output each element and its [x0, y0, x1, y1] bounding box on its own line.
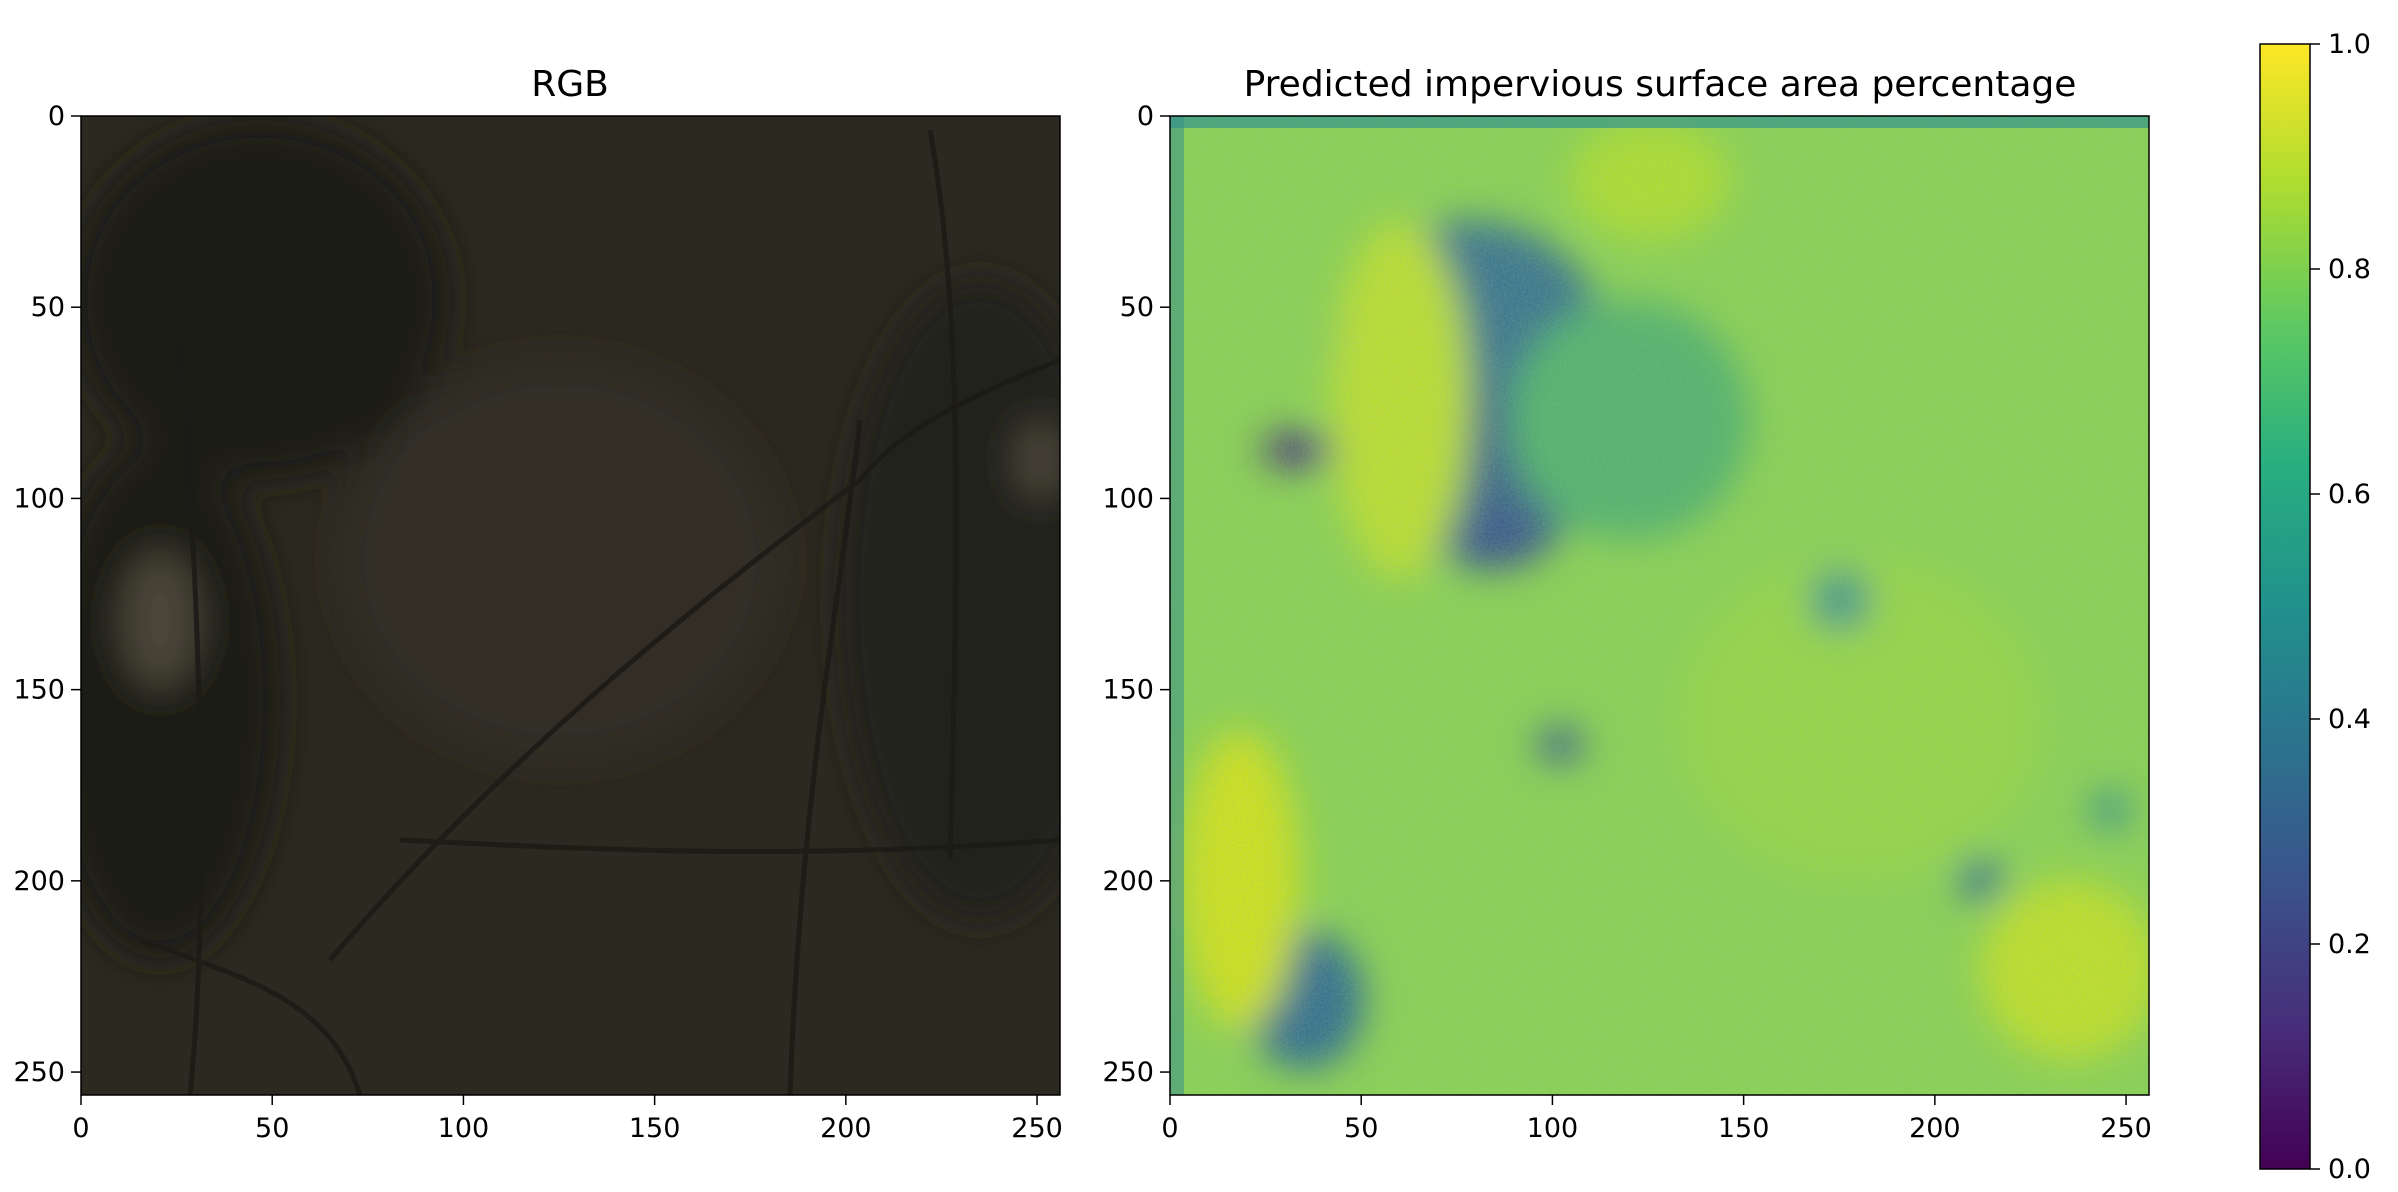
y-tick-label: 0 [48, 101, 65, 132]
y-tick-label: 100 [1102, 483, 1154, 514]
colorbar-ticks: 0.0 0.2 0.4 0.6 0.8 1.0 [2310, 29, 2371, 1185]
colorbar-gradient [2259, 43, 2311, 1170]
y-tick-label: 150 [1102, 675, 1154, 706]
y-tick-label: 50 [31, 292, 65, 323]
colorbar-tick-label: 0.0 [2328, 1154, 2371, 1185]
y-tick-label: 200 [1102, 866, 1154, 897]
y-tick-label: 150 [13, 675, 65, 706]
x-tick-label: 200 [820, 1113, 872, 1144]
x-tick-label: 50 [255, 1113, 289, 1144]
colorbar-tick-label: 0.4 [2328, 704, 2371, 735]
prediction-frame [1169, 115, 2150, 1096]
y-tick-label: 250 [13, 1057, 65, 1088]
x-tick-label: 250 [2100, 1113, 2152, 1144]
x-tick-label: 100 [1527, 1113, 1579, 1144]
y-tick-label: 50 [1120, 292, 1154, 323]
x-tick-label: 0 [72, 1113, 89, 1144]
colorbar-tick-label: 0.2 [2328, 929, 2371, 960]
x-tick-label: 250 [1011, 1113, 1063, 1144]
x-tick-label: 150 [629, 1113, 681, 1144]
y-tick-label: 0 [1137, 101, 1154, 132]
y-tick-label: 250 [1102, 1057, 1154, 1088]
y-tick-label: 100 [13, 483, 65, 514]
colorbar-tick-label: 0.6 [2328, 479, 2371, 510]
x-tick-label: 200 [1909, 1113, 1961, 1144]
x-tick-label: 50 [1344, 1113, 1378, 1144]
rgb-frame [80, 115, 1061, 1096]
prediction-panel: Predicted impervious surface area percen… [1102, 64, 2151, 1144]
colorbar-tick-label: 1.0 [2328, 29, 2371, 60]
prediction-heatmap [1170, 116, 2149, 1095]
colorbar: 0.0 0.2 0.4 0.6 0.8 1.0 [2259, 29, 2371, 1185]
colorbar-tick-label: 0.8 [2328, 254, 2371, 285]
x-tick-label: 100 [438, 1113, 490, 1144]
prediction-title: Predicted impervious surface area percen… [1244, 64, 2077, 105]
x-tick-label: 0 [1161, 1113, 1178, 1144]
rgb-title: RGB [531, 64, 609, 105]
x-tick-label: 150 [1718, 1113, 1770, 1144]
y-tick-label: 200 [13, 866, 65, 897]
rgb-image [81, 116, 1060, 1095]
